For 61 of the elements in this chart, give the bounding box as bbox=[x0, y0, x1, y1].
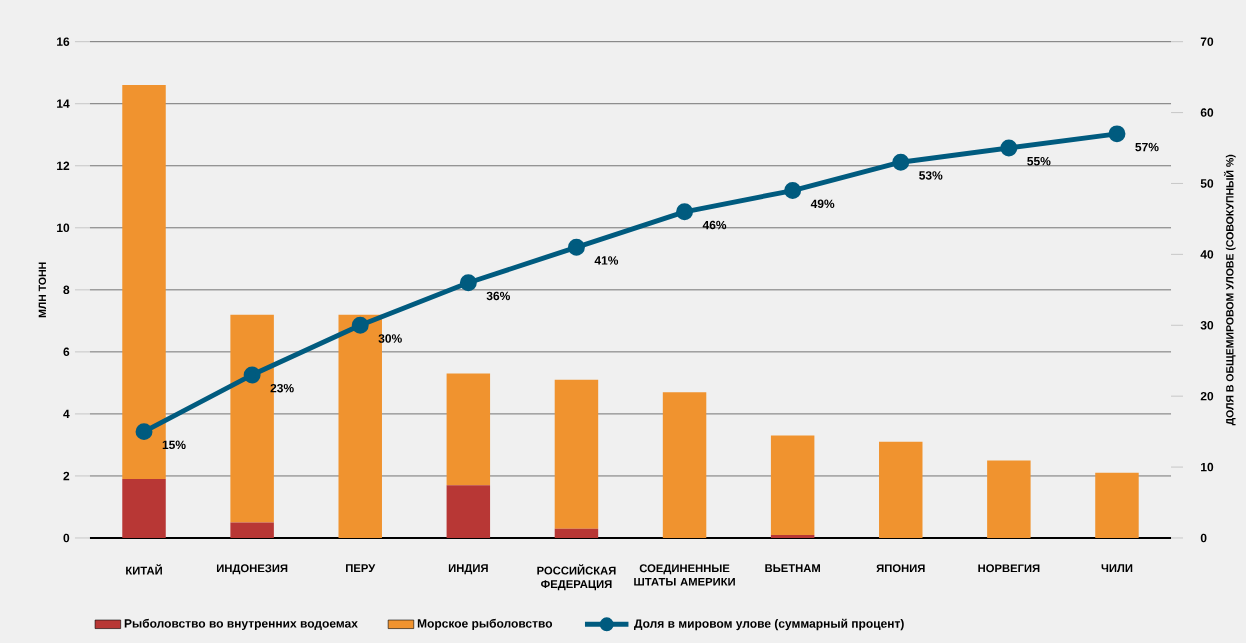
bar bbox=[662, 392, 707, 539]
bar bbox=[554, 379, 599, 529]
y2-tick-label: 10 bbox=[1201, 462, 1214, 472]
point bbox=[1000, 139, 1018, 157]
data-label: 46% bbox=[702, 220, 727, 230]
y2-tick-label: 60 bbox=[1200, 108, 1214, 117]
data-label: 53% bbox=[919, 171, 943, 180]
y2-tick-label: 0 bbox=[1200, 533, 1207, 543]
point bbox=[567, 238, 585, 256]
bar bbox=[446, 485, 491, 539]
y2-tick-label: 30 bbox=[1200, 321, 1214, 330]
y2-axis-title: ДОЛЯ В ОБЩЕМИРОВОМ УЛОВЕ (СОВОКУПНЫЙ %) bbox=[1223, 154, 1236, 426]
x-tick-label: ЧИЛИ bbox=[1101, 564, 1133, 573]
y-tick-label: 10 bbox=[57, 223, 70, 233]
point bbox=[459, 274, 477, 292]
y2-tick-label: 50 bbox=[1200, 179, 1214, 188]
y-tick-label: 16 bbox=[57, 37, 70, 46]
y-tick-label: 6 bbox=[63, 347, 70, 357]
bar bbox=[879, 441, 923, 539]
x-tick-label: ВЬЕТНАМ bbox=[765, 564, 820, 573]
bar bbox=[230, 522, 274, 539]
legend-label: Рыболовство во внутренних водоемах bbox=[124, 618, 358, 631]
y-tick-label: 0 bbox=[63, 533, 70, 543]
x-tick-label: КИТАЙ bbox=[126, 564, 162, 575]
x-tick-label: ИНДОНЕЗИЯ bbox=[216, 564, 288, 575]
y-tick-label: 2 bbox=[63, 471, 70, 481]
data-label: 55% bbox=[1027, 157, 1051, 166]
legend-label: Морское рыболовство bbox=[417, 618, 553, 631]
bar bbox=[554, 528, 599, 539]
bar bbox=[122, 479, 166, 539]
y2-tick-label: 70 bbox=[1200, 37, 1214, 46]
bar bbox=[987, 460, 1031, 539]
y-tick-label: 12 bbox=[57, 161, 70, 170]
data-label: 36% bbox=[486, 291, 510, 301]
y-tick-label: 4 bbox=[63, 409, 70, 419]
point bbox=[676, 203, 694, 221]
point bbox=[135, 423, 153, 441]
x-tick-label: ИНДИЯ bbox=[448, 564, 488, 575]
x-tick-label: ПЕРУ bbox=[346, 564, 376, 573]
point bbox=[1108, 125, 1126, 143]
y-tick-label: 8 bbox=[63, 285, 70, 295]
bar bbox=[770, 534, 815, 539]
legend-label: Доля в мировом улове (суммарный процент) bbox=[634, 618, 904, 631]
y-tick-label: 14 bbox=[57, 99, 70, 108]
x-tick-label: ЯПОНИЯ bbox=[876, 564, 925, 573]
data-label: 49% bbox=[810, 199, 835, 209]
data-label: 57% bbox=[1135, 142, 1159, 152]
x-tick-label: НОРВЕГИЯ bbox=[978, 564, 1040, 573]
bar bbox=[446, 373, 491, 486]
y-axis-title: МЛН ТОНН bbox=[38, 262, 47, 318]
point bbox=[892, 153, 910, 171]
y2-tick-label: 20 bbox=[1200, 391, 1214, 401]
point bbox=[351, 316, 369, 334]
point bbox=[243, 366, 261, 384]
bar bbox=[770, 435, 815, 535]
x-tick-label: РОССИЙСКАЯ ФЕДЕРАЦИЯ bbox=[537, 564, 616, 591]
y2-tick-label: 40 bbox=[1200, 250, 1214, 259]
x-tick-label: СОЕДИНЕННЫЕ ШТАТЫ АМЕРИКИ bbox=[634, 564, 735, 586]
data-label: 41% bbox=[594, 256, 619, 265]
point bbox=[784, 182, 802, 200]
bar bbox=[1095, 472, 1139, 539]
